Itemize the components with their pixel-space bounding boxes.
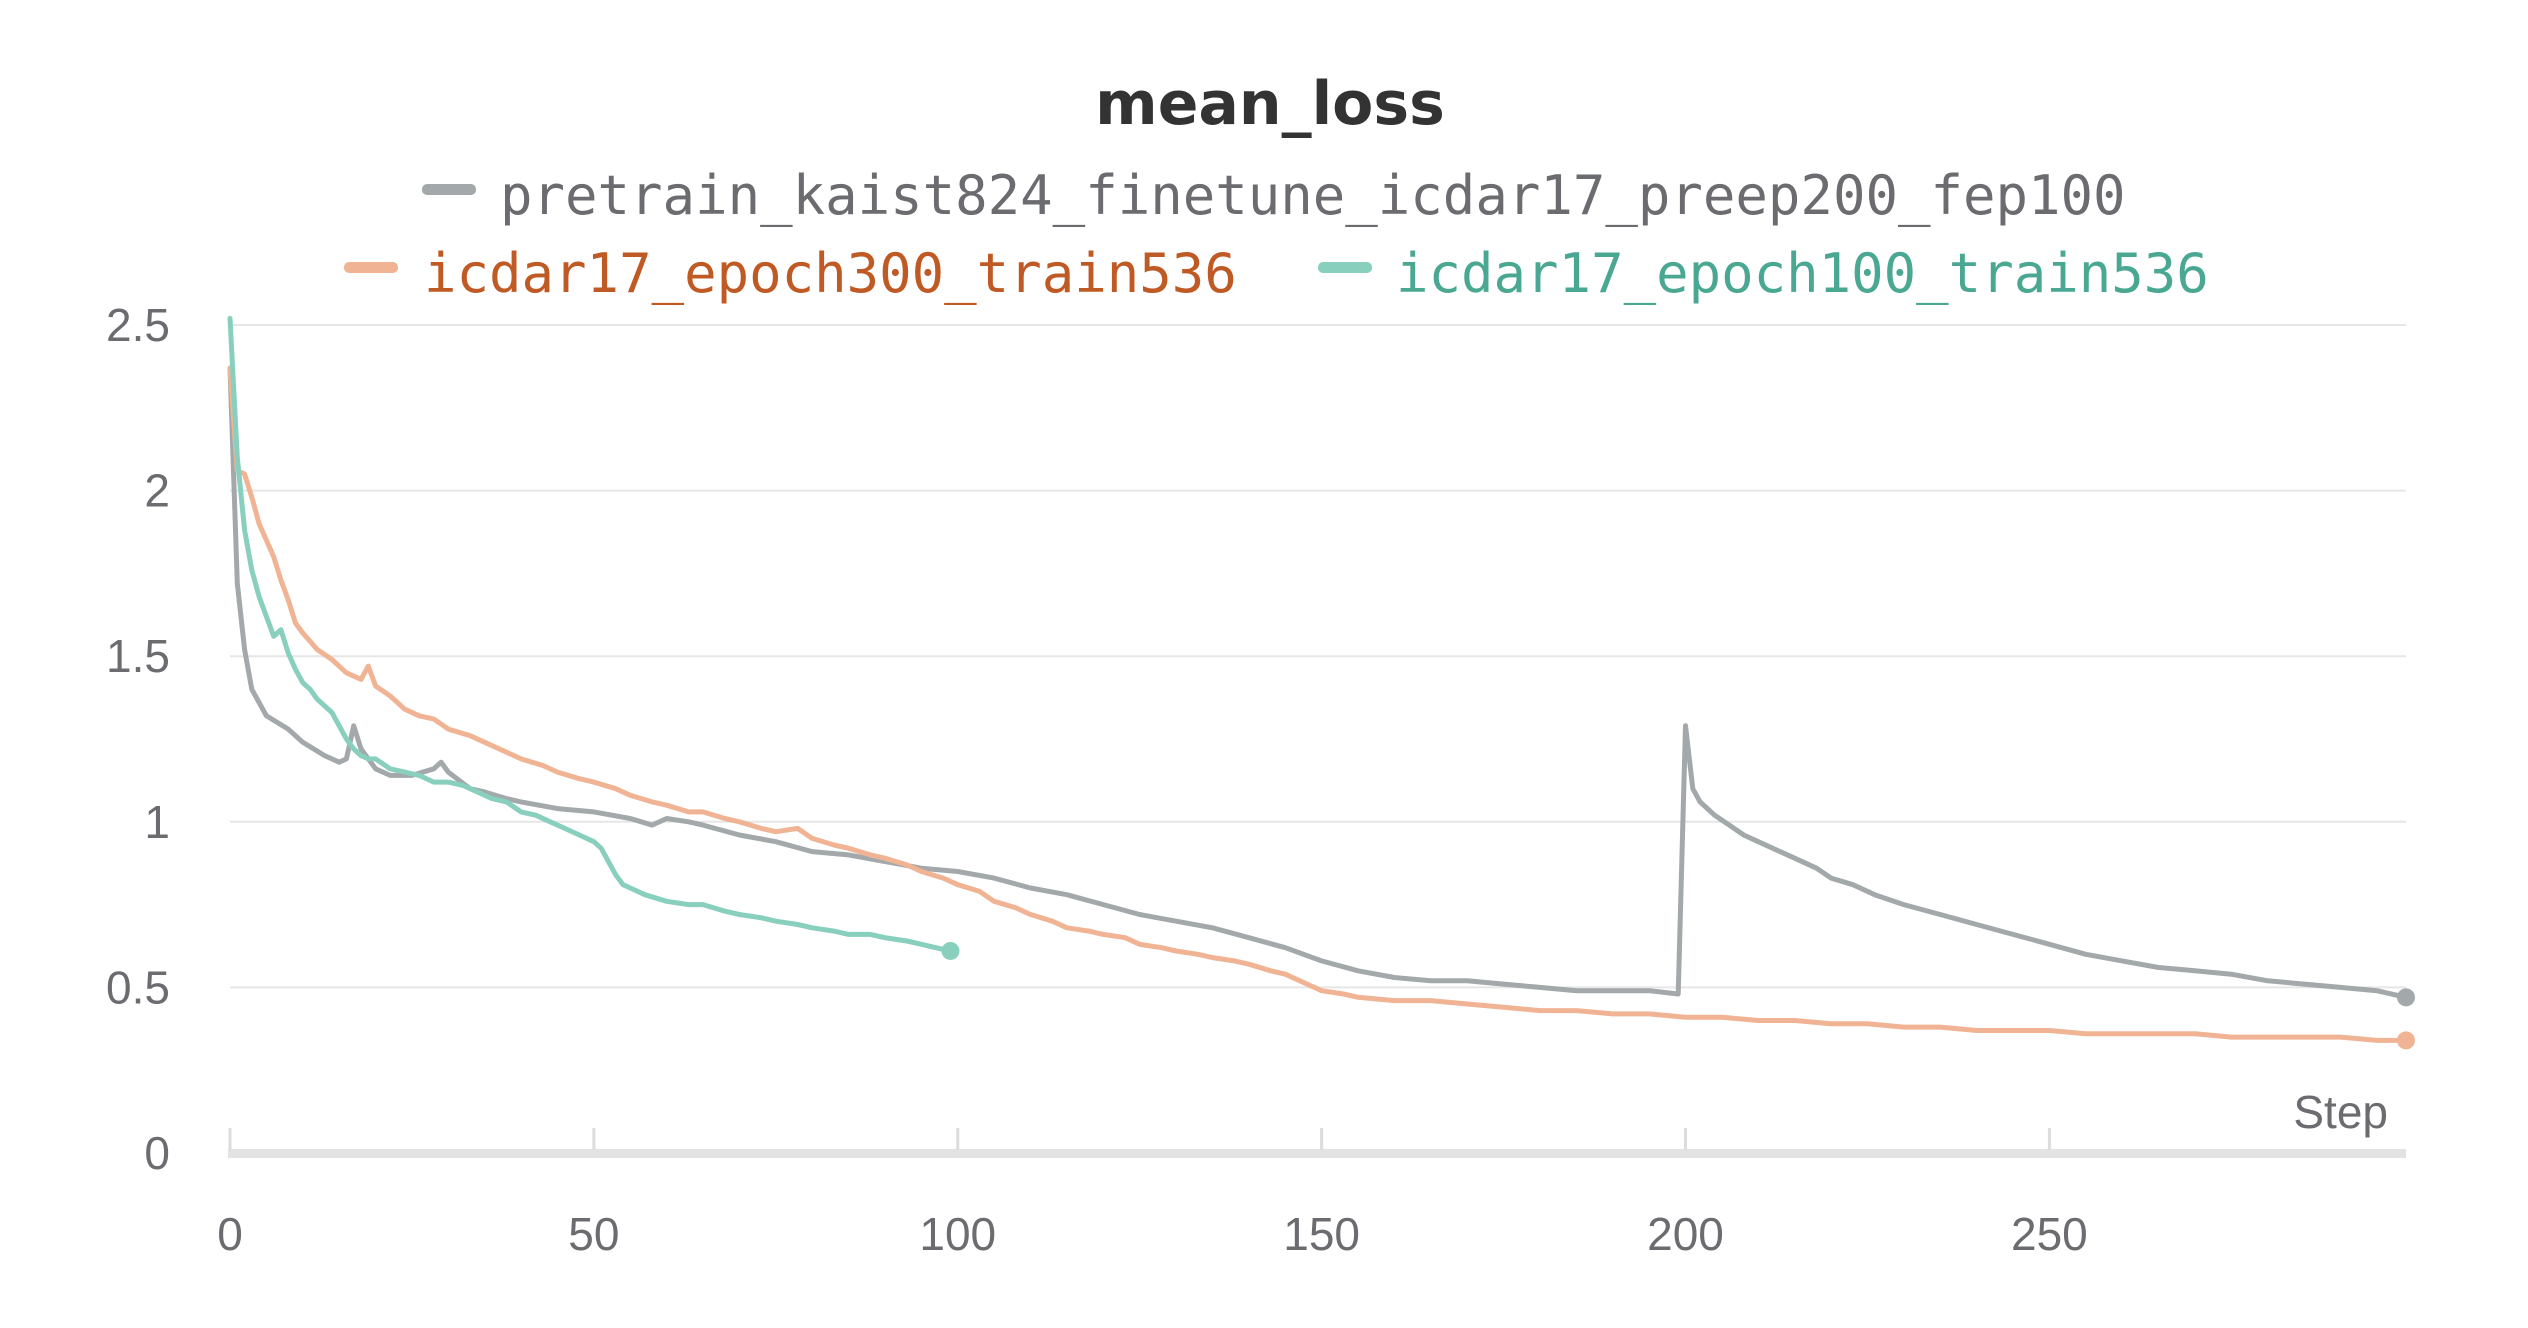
series-end-marker-epoch300 xyxy=(2397,1031,2415,1050)
y-tick-label-4: 2 xyxy=(144,465,170,517)
chart-title: mean_loss xyxy=(1095,69,1445,139)
y-tick-label-5: 2.5 xyxy=(106,299,170,351)
x-axis-bar xyxy=(228,1149,2406,1158)
legend: pretrain_kaist824_finetune_icdar17_preep… xyxy=(344,164,2209,305)
series-line-epoch100[interactable] xyxy=(227,315,953,954)
legend-label-epoch300: icdar17_epoch300_train536 xyxy=(424,242,1237,305)
y-tick-label-0: 0 xyxy=(144,1127,170,1179)
legend-entry-pretrain[interactable]: pretrain_kaist824_finetune_icdar17_preep… xyxy=(422,164,2126,227)
series-end-marker-pretrain xyxy=(2397,988,2415,1007)
legend-swatch-epoch100 xyxy=(1318,262,1372,273)
legend-label-pretrain: pretrain_kaist824_finetune_icdar17_preep… xyxy=(500,164,2126,227)
series-line-pretrain[interactable] xyxy=(227,365,2409,1000)
legend-swatch-epoch300 xyxy=(344,262,398,273)
x-tick-label-4: 200 xyxy=(1647,1208,1724,1260)
x-tick-label-3: 150 xyxy=(1283,1208,1360,1260)
series-end-marker-epoch100 xyxy=(941,941,960,960)
series-line-epoch300[interactable] xyxy=(227,365,2409,1043)
series-lines xyxy=(227,315,2415,1050)
legend-label-epoch100: icdar17_epoch100_train536 xyxy=(1396,242,2209,305)
x-axis xyxy=(228,1149,2406,1158)
grid xyxy=(230,324,2406,989)
y-tick-label-1: 0.5 xyxy=(106,961,170,1013)
x-axis-label: Step xyxy=(2293,1086,2388,1138)
x-tick-label-1: 50 xyxy=(568,1208,619,1260)
x-tick-label-0: 0 xyxy=(217,1208,243,1260)
y-axis: 0 0.5 1 1.5 2 2.5 xyxy=(106,299,170,1179)
legend-swatch-pretrain xyxy=(422,184,476,195)
legend-entry-epoch300[interactable]: icdar17_epoch300_train536 xyxy=(344,242,1237,305)
x-tick-label-2: 100 xyxy=(919,1208,996,1260)
y-tick-label-2: 1 xyxy=(144,796,170,848)
legend-entry-epoch100[interactable]: icdar17_epoch100_train536 xyxy=(1318,242,2209,305)
y-tick-label-3: 1.5 xyxy=(106,630,170,682)
x-ticks: 0 50 100 150 200 250 xyxy=(217,1128,2088,1260)
x-tick-label-5: 250 xyxy=(2011,1208,2088,1260)
